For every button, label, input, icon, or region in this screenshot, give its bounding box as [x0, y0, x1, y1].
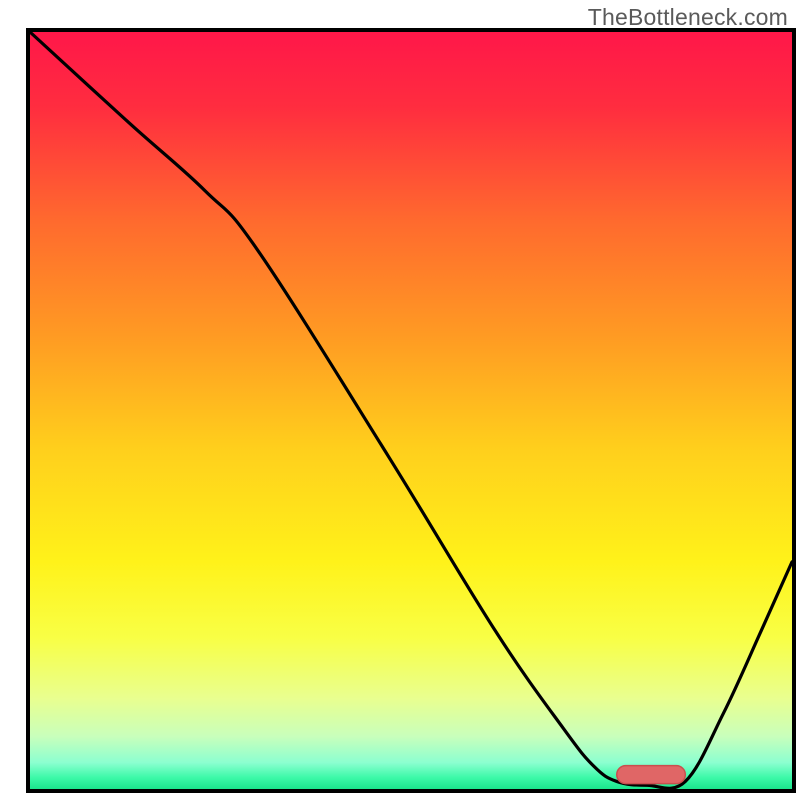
optimal-marker: [617, 766, 686, 784]
plot-background: [30, 32, 792, 789]
chart-container: TheBottleneck.com: [0, 0, 800, 800]
bottleneck-chart: [0, 0, 800, 800]
